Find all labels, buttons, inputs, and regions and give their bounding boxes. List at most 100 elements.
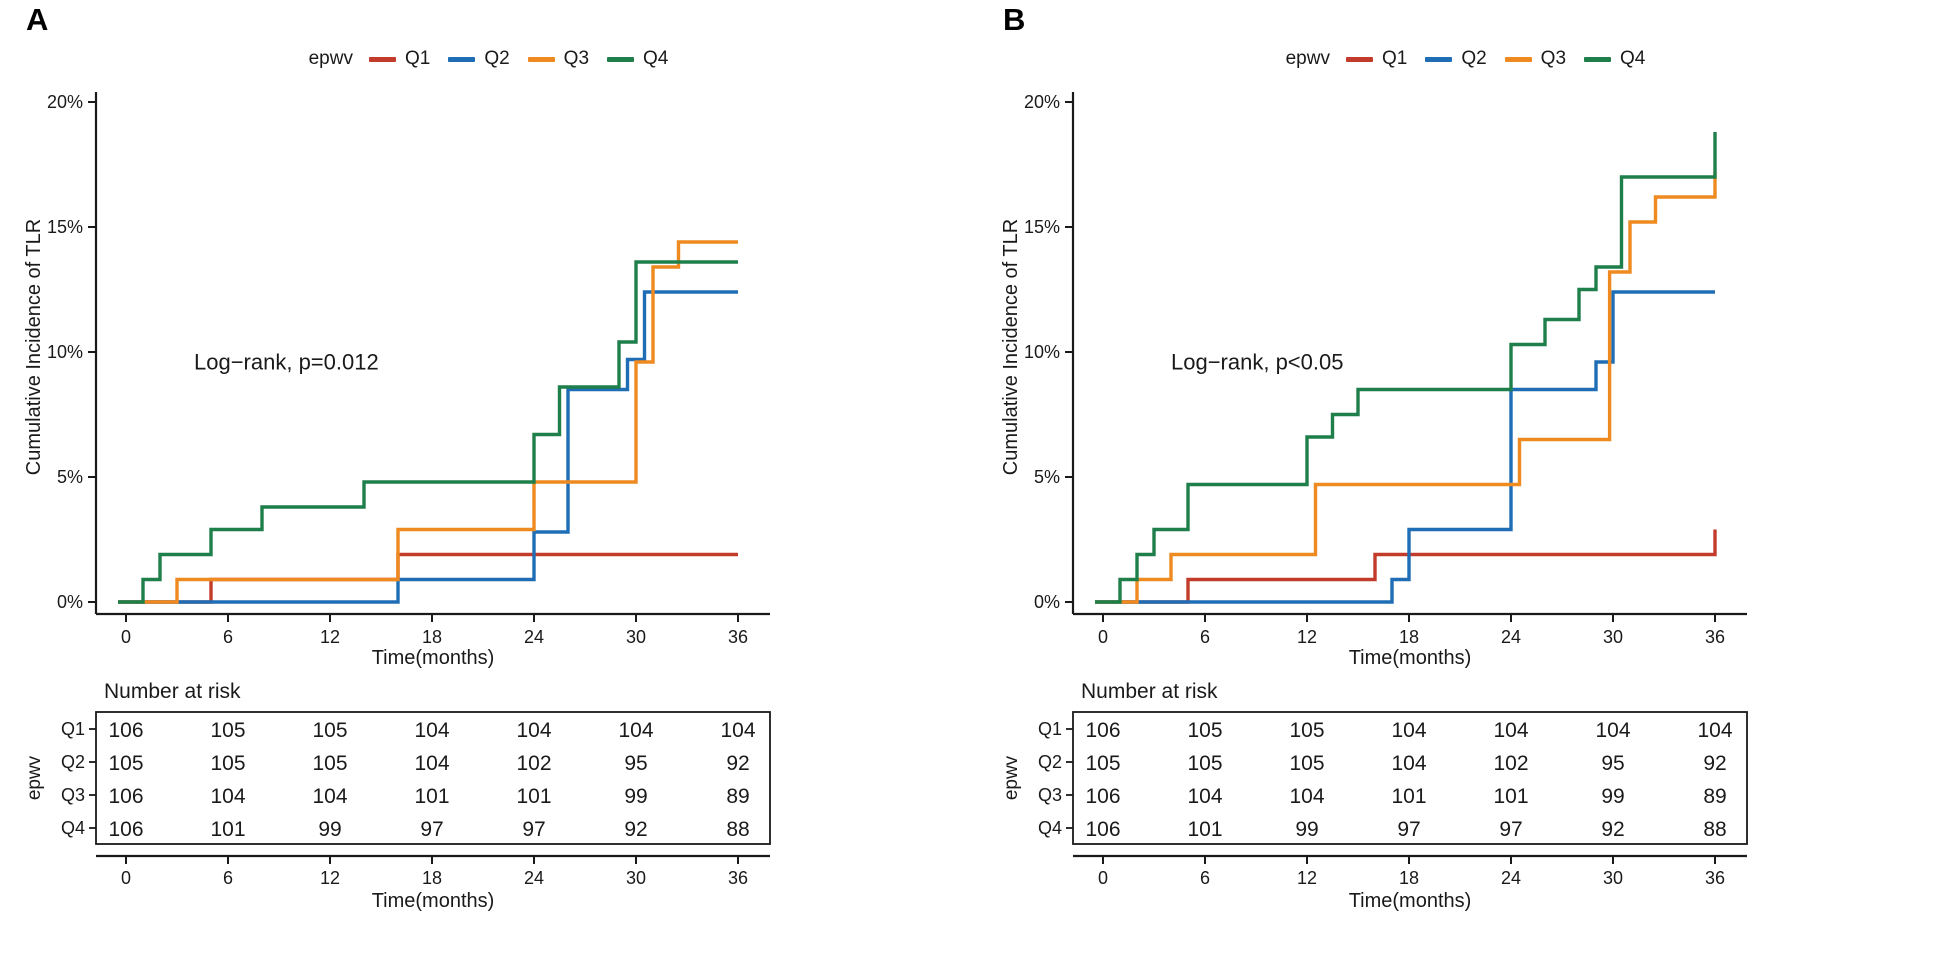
risk-count: 104 — [1391, 719, 1426, 742]
risk-row-label: Q4 — [1038, 818, 1062, 838]
risk-count: 104 — [618, 719, 653, 742]
risk-count: 92 — [726, 752, 749, 775]
risk-count: 104 — [1187, 785, 1222, 808]
risk-table-b: epwv Q1 106 105 105 104 104 104 104 Q2 105 105 105 10… — [1001, 711, 1748, 912]
risk-count: 104 — [720, 719, 755, 742]
risk-count: 97 — [1499, 818, 1522, 841]
risk-count: 104 — [516, 719, 551, 742]
risk-count: 104 — [210, 785, 245, 808]
risk-x-tick-label: 36 — [728, 868, 748, 888]
risk-table-box — [95, 711, 771, 845]
risk-table-title: Number at risk — [104, 680, 241, 703]
risk-count: 99 — [318, 818, 341, 841]
risk-count: 104 — [1289, 785, 1324, 808]
cumulative-incidence-plot-b: 0% 5% 10% 15% 20% 0 6 12 18 24 30 36 Cumulative Inci… — [1000, 92, 1747, 669]
risk-x-axis: 0 6 12 18 24 30 36 — [1073, 854, 1747, 888]
y-tick-label: 0% — [57, 592, 83, 612]
panel-b-label: B — [1003, 2, 1026, 37]
legend-title: epwv — [308, 48, 353, 69]
risk-count: 92 — [1601, 818, 1624, 841]
x-tick-label: 12 — [1297, 627, 1317, 647]
risk-count: 105 — [312, 752, 347, 775]
x-tick-label: 6 — [1200, 627, 1210, 647]
legend-item-label: Q2 — [484, 48, 510, 69]
q3-line-swatch — [1504, 56, 1532, 62]
risk-row-label: Q4 — [61, 818, 85, 838]
risk-count: 104 — [1391, 752, 1426, 775]
risk-count: 104 — [1595, 719, 1630, 742]
x-axis-title: Time(months) — [1349, 647, 1472, 669]
risk-x-tick-label: 30 — [626, 868, 646, 888]
risk-count: 105 — [1289, 752, 1324, 775]
q1-line-swatch — [368, 56, 396, 62]
y-axis: 0% 5% 10% 15% 20% — [47, 92, 98, 614]
risk-group-axis-title: epwv — [1001, 755, 1022, 800]
risk-count: 104 — [414, 719, 449, 742]
x-tick-label: 30 — [1603, 627, 1623, 647]
risk-count: 104 — [1493, 719, 1528, 742]
risk-count: 102 — [1493, 752, 1528, 775]
risk-count: 101 — [1187, 818, 1222, 841]
risk-x-tick-label: 6 — [223, 868, 233, 888]
risk-count: 105 — [1289, 719, 1324, 742]
risk-x-tick-label: 6 — [1200, 868, 1210, 888]
legend-b: epwv Q1 Q2 Q3 Q4 — [977, 46, 1954, 72]
x-tick-label: 24 — [1501, 627, 1521, 647]
y-axis: 0% 5% 10% 15% 20% — [1024, 92, 1075, 614]
log-rank-annotation: Log−rank, p=0.012 — [194, 350, 379, 375]
y-tick-label: 10% — [1024, 342, 1060, 362]
risk-x-axis: 0 6 12 18 24 30 36 — [96, 854, 770, 888]
risk-x-axis-title: Time(months) — [1349, 890, 1472, 912]
x-axis-title: Time(months) — [372, 647, 495, 669]
risk-count: 104 — [414, 752, 449, 775]
risk-x-tick-label: 12 — [1297, 868, 1317, 888]
x-tick-label: 0 — [121, 627, 131, 647]
curve-q3 — [118, 240, 738, 604]
risk-row-label: Q3 — [61, 785, 85, 805]
risk-count: 99 — [1601, 785, 1624, 808]
risk-table-title: Number at risk — [1081, 680, 1218, 703]
risk-x-tick-label: 30 — [1603, 868, 1623, 888]
q3-line-swatch — [527, 56, 555, 62]
cumulative-incidence-plot-a: 0% 5% 10% 15% 20% 0 6 12 18 24 30 36 Cumulative Inci… — [23, 92, 770, 669]
curve-q3 — [1095, 172, 1717, 604]
y-axis-title: Cumulative Incidence of TLR — [23, 219, 45, 475]
curve-q2 — [1095, 290, 1715, 604]
y-tick-label: 20% — [47, 92, 83, 112]
y-axis-title: Cumulative Incidence of TLR — [1000, 219, 1022, 475]
y-tick-label: 5% — [1034, 467, 1060, 487]
risk-count: 106 — [108, 818, 143, 841]
risk-x-tick-label: 18 — [1399, 868, 1419, 888]
risk-count: 101 — [516, 785, 551, 808]
risk-table-a: epwv Q1 106 105 105 104 104 104 104 Q2 105 105 105 10… — [24, 711, 771, 912]
legend-item-label: Q3 — [1540, 48, 1567, 69]
risk-count: 105 — [1187, 719, 1222, 742]
q2-line-swatch — [448, 56, 476, 62]
risk-count: 97 — [1397, 818, 1420, 841]
risk-x-tick-label: 24 — [1501, 868, 1521, 888]
risk-count: 101 — [414, 785, 449, 808]
x-tick-label: 24 — [524, 627, 544, 647]
legend-item-q1: Q1 — [368, 48, 431, 70]
x-tick-label: 18 — [422, 627, 442, 647]
risk-row-label: Q3 — [1038, 785, 1062, 805]
legend-item-label: Q1 — [404, 48, 431, 69]
risk-x-tick-label: 18 — [422, 868, 442, 888]
risk-row-label: Q2 — [61, 752, 85, 772]
legend-item-q3: Q3 — [1504, 48, 1567, 70]
risk-count: 105 — [210, 752, 245, 775]
x-tick-label: 12 — [320, 627, 340, 647]
risk-count: 104 — [1697, 719, 1732, 742]
legend-item-label: Q2 — [1461, 48, 1487, 69]
legend-item-q2: Q2 — [448, 48, 510, 70]
curve-q4 — [1095, 132, 1717, 604]
risk-count: 105 — [312, 719, 347, 742]
log-rank-annotation: Log−rank, p<0.05 — [1171, 350, 1343, 375]
y-tick-label: 5% — [57, 467, 83, 487]
y-tick-label: 15% — [1024, 217, 1060, 237]
q4-line-swatch — [607, 56, 635, 62]
risk-row-label: Q2 — [1038, 752, 1062, 772]
risk-x-tick-label: 24 — [524, 868, 544, 888]
risk-count: 99 — [1295, 818, 1318, 841]
risk-count: 106 — [1085, 719, 1120, 742]
